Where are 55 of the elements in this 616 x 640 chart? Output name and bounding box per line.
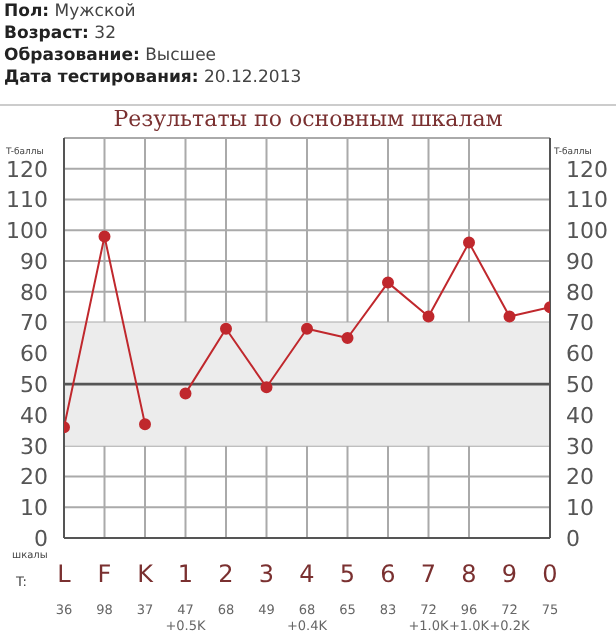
y-tick-label: 70	[20, 310, 48, 337]
text: Образование: Высшее	[4, 46, 219, 68]
text: Дата тестирования: 20.12.2013	[4, 68, 302, 90]
x-tick-label: 4	[299, 560, 315, 588]
chart-title: Результаты по основным шкалам	[111, 106, 505, 132]
y2-tick-label: 0	[566, 525, 580, 552]
y2-tick-label: 40	[566, 402, 594, 429]
point	[260, 381, 273, 394]
y-tick-label: 50	[20, 371, 48, 398]
y2-tick-label: 110	[566, 187, 608, 214]
point	[139, 418, 151, 431]
point	[220, 322, 232, 335]
y-tick-label: 60	[20, 341, 48, 368]
x-tick-label: 6	[380, 560, 396, 588]
y2-tick-label: 80	[566, 279, 594, 306]
y2-tick-label: 70	[566, 310, 594, 337]
y2-tick-label: 60	[566, 341, 594, 368]
x-tick-label: F	[97, 560, 112, 588]
x-tick-label: K	[137, 560, 156, 588]
x-tick-label: 8	[461, 560, 477, 588]
x-tick-label: 7	[420, 560, 437, 588]
point	[382, 276, 394, 289]
x-tick-label: 5	[339, 560, 356, 588]
point	[422, 310, 435, 323]
y2-tick-label: 90	[566, 248, 594, 275]
y-tick-label: 0	[34, 525, 48, 552]
point	[98, 230, 111, 243]
y-tick-label: 10	[20, 495, 48, 522]
x-tick-label: 9	[501, 560, 518, 588]
text: Пол: Мужской	[4, 2, 138, 24]
y2-tick-label: 120	[566, 156, 608, 183]
x-tick-label: 2	[218, 560, 234, 588]
y-tick-label: 80	[20, 279, 48, 306]
y-tick-label: 40	[20, 402, 48, 429]
y-tick-label: 30	[20, 433, 48, 460]
y-tick-label: 100	[6, 218, 48, 245]
y2-tick-label: 100	[566, 218, 608, 245]
x-tick-label: 0	[542, 560, 558, 588]
point	[179, 387, 192, 400]
y-tick-label: 20	[20, 464, 48, 491]
y2-tick-label: 50	[566, 371, 594, 398]
x-tick-label: 3	[258, 560, 275, 588]
text: Возраст: 32	[4, 24, 118, 46]
point	[301, 322, 313, 335]
y-tick-label: 90	[20, 248, 48, 275]
y-tick-label: 110	[6, 187, 48, 214]
y-tick-label: 120	[6, 156, 48, 183]
y2-tick-label: 30	[566, 433, 594, 460]
y2-tick-label: 10	[566, 495, 594, 522]
x-tick-label: L	[57, 560, 72, 588]
y2-tick-label: 20	[566, 464, 594, 491]
x-tick-label: 1	[177, 560, 194, 588]
point	[463, 236, 475, 249]
point	[341, 332, 354, 344]
point	[503, 310, 516, 323]
